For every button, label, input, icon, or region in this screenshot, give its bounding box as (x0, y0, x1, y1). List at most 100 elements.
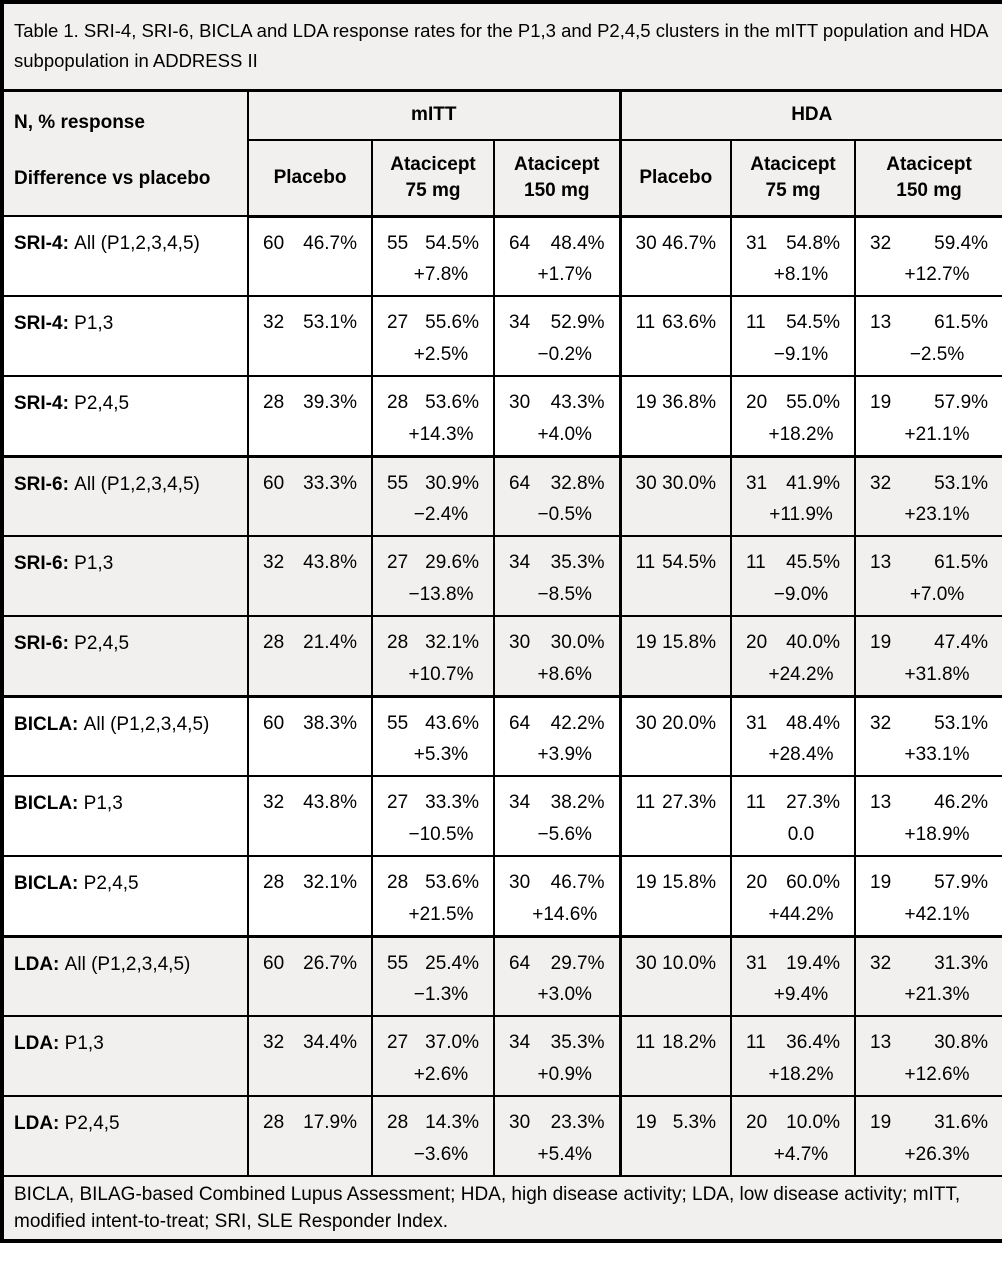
pct-value: 46.7% (303, 232, 357, 254)
pct-value: 35.3% (550, 552, 605, 573)
data-cell: 60 46.7% (247, 215, 373, 297)
diff-vs-placebo-value (636, 264, 717, 287)
diff-vs-placebo-value: −2.4% (413, 504, 469, 525)
n-value: 27 (387, 792, 409, 813)
diff-vs-placebo-value: 0.0 (787, 824, 815, 845)
data-cell: 11 18.2% (619, 1015, 732, 1097)
header-group-hda: HDA (618, 89, 1002, 141)
pct-value: 33.3% (425, 792, 479, 813)
pct-value: 30.9% (425, 472, 479, 494)
n-value: 13 (870, 1032, 892, 1053)
header-corner-line2: Difference vs placebo (14, 167, 211, 189)
n-value: 11 (746, 1032, 766, 1053)
pct-value: 46.2% (934, 792, 989, 813)
data-cell: 27 37.0% +2.6% (371, 1015, 495, 1097)
table-row: BICLA: All (P1,2,3,4,5) 60 38.3% 55 43.6% +5.… (1, 694, 1002, 777)
pct-value: 54.5% (425, 232, 479, 254)
pct-value: 36.4% (786, 1032, 840, 1053)
diff-vs-placebo-value: −5.6% (537, 824, 592, 845)
pct-value: 25.4% (425, 952, 479, 974)
pct-value: 14.3% (425, 1112, 479, 1133)
pct-value: 29.6% (425, 552, 479, 573)
pct-value: 27.3% (662, 792, 716, 813)
diff-vs-placebo-value: +11.9% (769, 504, 833, 525)
row-label-measure: SRI-6: (14, 473, 69, 495)
pct-value: 27.3% (786, 792, 840, 813)
pct-value: 33.3% (303, 472, 357, 494)
row-label-measure: BICLA: (14, 713, 79, 735)
pct-value: 43.8% (303, 552, 357, 573)
data-cell: 19 31.6% +26.3% (853, 1095, 1002, 1177)
pct-value: 53.6% (425, 872, 479, 893)
diff-vs-placebo-value: +12.7% (904, 264, 970, 285)
n-value: 64 (509, 712, 531, 734)
data-cell: 19 57.9% +21.1% (853, 375, 1002, 457)
data-cell: 64 42.2% +3.9% (493, 694, 622, 777)
data-cell: 11 27.3% 0.0 (730, 775, 856, 857)
row-label-measure: LDA: (14, 1033, 60, 1054)
pct-value: 21.4% (303, 632, 357, 653)
pct-value: 29.7% (550, 952, 605, 974)
column-header-line1: Atacicept (750, 153, 836, 175)
data-cell: 30 46.7% +14.6% (493, 855, 622, 937)
n-value: 64 (509, 232, 531, 254)
row-label: SRI-4: P1,3 (1, 295, 249, 377)
data-cell: 20 40.0% +24.2% (730, 615, 856, 697)
data-cell: 32 43.8% (247, 775, 373, 857)
n-value: 28 (263, 872, 285, 893)
column-header-mitt-placebo: Placebo (247, 139, 373, 218)
row-label-measure: SRI-4: (14, 313, 69, 334)
n-value: 20 (746, 1112, 768, 1133)
pct-value: 42.2% (550, 712, 605, 734)
table-row: SRI-6: P2,4,5 28 21.4% 28 32.1% +10.7% 30 30.0%… (1, 615, 1002, 697)
n-value: 11 (746, 552, 766, 573)
footnote-row: BICLA, BILAG-based Combined Lupus Assess… (0, 1175, 1002, 1242)
n-value: 60 (263, 472, 285, 494)
data-cell: 20 10.0% +4.7% (730, 1095, 856, 1177)
n-value: 11 (746, 792, 766, 813)
n-value: 34 (509, 792, 531, 813)
pct-value: 53.1% (934, 712, 989, 734)
pct-value: 39.3% (303, 392, 357, 413)
n-value: 55 (387, 232, 409, 254)
pct-value: 43.6% (425, 712, 479, 734)
diff-vs-placebo-value (636, 1144, 717, 1167)
data-cell: 28 14.3% −3.6% (371, 1095, 495, 1177)
pct-value: 30.0% (550, 632, 605, 653)
data-cell: 31 41.9% +11.9% (730, 454, 856, 537)
table-row: LDA: P2,4,5 28 17.9% 28 14.3% −3.6% 30 23.3% +5.… (1, 1095, 1002, 1177)
row-label: LDA: P1,3 (1, 1015, 249, 1097)
diff-vs-placebo-value (636, 984, 717, 1007)
column-header-line2: 75 mg (765, 179, 821, 201)
diff-vs-placebo-value: +31.8% (904, 663, 970, 685)
table-row: BICLA: P1,3 32 43.8% 27 33.3% −10.5% 34 38.2% −5… (1, 775, 1002, 857)
n-value: 28 (263, 1112, 285, 1133)
diff-vs-placebo-value: −9.0% (773, 584, 829, 605)
diff-vs-placebo-value (636, 664, 717, 687)
diff-vs-placebo-value (263, 824, 357, 847)
n-value: 60 (263, 952, 285, 974)
diff-vs-placebo-value: −3.6% (413, 1144, 469, 1165)
n-value: 32 (870, 472, 892, 494)
diff-vs-placebo-value: +7.0% (909, 584, 965, 605)
n-value: 64 (509, 952, 531, 974)
diff-vs-placebo-value (636, 824, 717, 847)
data-cell: 11 36.4% +18.2% (730, 1015, 856, 1097)
n-value: 60 (263, 232, 285, 254)
diff-vs-placebo-value (636, 1064, 717, 1087)
pct-value: 61.5% (934, 552, 989, 573)
pct-value: 17.9% (303, 1112, 357, 1133)
diff-vs-placebo-value: +42.1% (904, 903, 970, 925)
column-header-line2: 150 mg (896, 179, 962, 201)
n-value: 19 (635, 392, 657, 413)
n-value: 31 (746, 712, 768, 734)
pct-value: 40.0% (786, 632, 840, 653)
n-value: 11 (635, 1032, 656, 1053)
n-value: 30 (635, 712, 657, 734)
data-cell: 30 30.0% +8.6% (493, 615, 622, 697)
pct-value: 46.7% (550, 872, 605, 893)
data-cell: 30 46.7% (619, 215, 732, 297)
column-header-line1: Atacicept (513, 153, 600, 175)
pct-value: 63.6% (662, 312, 716, 333)
